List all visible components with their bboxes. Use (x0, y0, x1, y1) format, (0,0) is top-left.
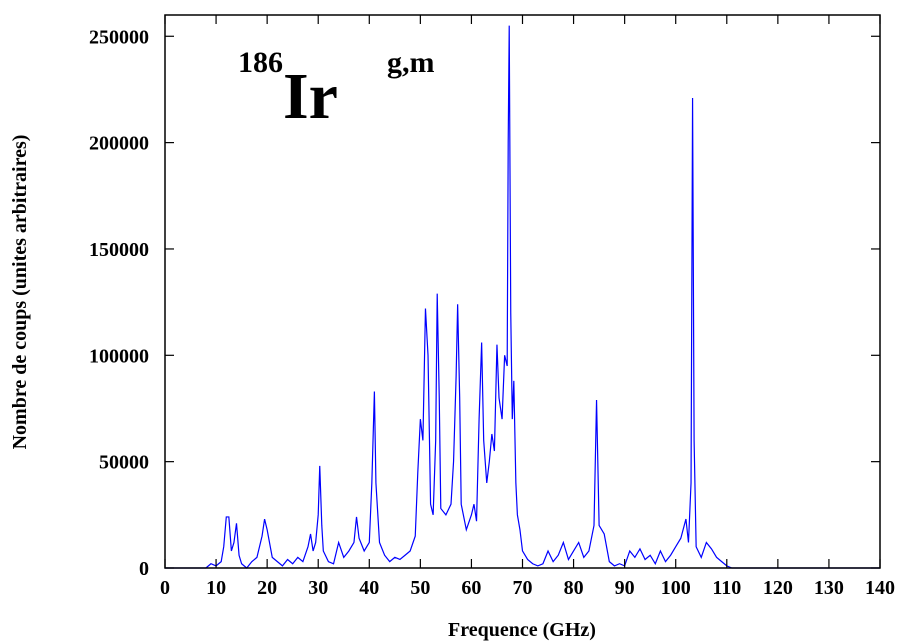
y-tick-label: 150000 (89, 239, 149, 261)
x-tick-label: 120 (763, 577, 793, 599)
plot-frame (164, 14, 881, 569)
annotation-element: Ir (283, 60, 338, 133)
x-tick-label: 30 (308, 577, 328, 599)
x-tick-label: 80 (564, 577, 584, 599)
spectrum-line (165, 25, 880, 569)
x-tick-label: 140 (865, 577, 895, 599)
annotation-mass: 186 (238, 46, 283, 79)
y-tick-label: 100000 (89, 345, 149, 367)
x-tick-label: 90 (615, 577, 635, 599)
y-tick-label: 50000 (99, 452, 149, 474)
x-tick-label: 10 (206, 577, 226, 599)
x-tick-label: 60 (461, 577, 481, 599)
x-tick-label: 110 (712, 577, 741, 599)
y-axis-title: Nombre de coups (unites arbitraires) (9, 135, 31, 450)
x-axis-title: Frequence (GHz) (448, 619, 596, 641)
annotation-state: g,m (387, 46, 435, 79)
x-tick-label: 0 (160, 577, 170, 599)
x-tick-label: 50 (410, 577, 430, 599)
y-tick-label: 0 (139, 558, 149, 580)
x-tick-label: 70 (513, 577, 533, 599)
y-tick-label: 200000 (89, 133, 149, 155)
x-tick-label: 20 (257, 577, 277, 599)
x-tick-label: 130 (814, 577, 844, 599)
x-tick-label: 40 (359, 577, 379, 599)
x-tick-label: 100 (661, 577, 691, 599)
y-tick-label: 250000 (89, 26, 149, 48)
